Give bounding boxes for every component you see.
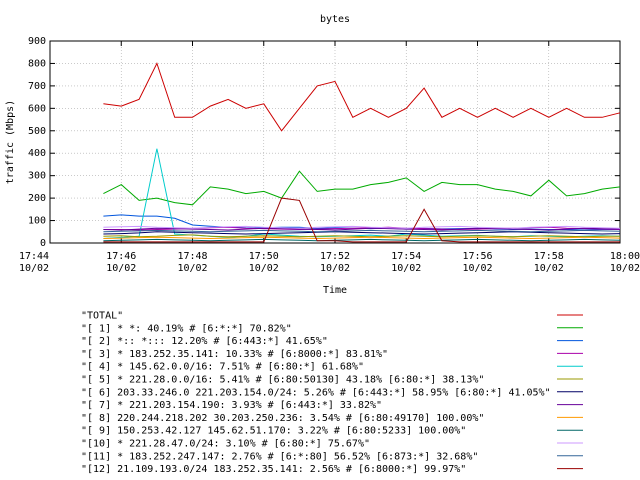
series-line-6 — [103, 231, 621, 235]
y-tick-label: 500 — [28, 126, 46, 137]
legend-label: "[ 5] * 221.28.0.0/16: 5.41% # [6:80:501… — [81, 375, 484, 386]
legend-label: "[11] * 183.252.247.147: 2.76% # [6:*:80… — [81, 451, 478, 462]
x-tick-label-date: 10/02 — [177, 263, 207, 274]
y-tick-label: 300 — [28, 171, 46, 182]
x-tick-label-date: 10/02 — [610, 263, 640, 274]
y-tick-label: 900 — [28, 36, 46, 47]
y-axis-label: traffic (Mbps) — [5, 100, 16, 184]
legend-label: "[ 7] * 221.203.154.190: 3.93% # [6:443:… — [81, 400, 382, 411]
legend-label: "[ 8] 220.244.218.202 30.203.250.236: 3.… — [81, 413, 484, 424]
series-line-4 — [103, 148, 621, 239]
legend-label: "[ 6] 203.33.246.0 221.203.154.0/24: 5.2… — [81, 387, 551, 398]
y-tick-label: 800 — [28, 58, 46, 69]
y-tick-label: 100 — [28, 216, 46, 227]
series-line-9 — [103, 238, 621, 242]
series-line-10 — [103, 225, 621, 229]
series-line-12 — [103, 197, 620, 243]
legend-label: "[ 2] *:: *::: 12.20% # [6:443:*] 41.65%… — [81, 336, 328, 347]
legend-label: "[ 3] * 183.252.35.141: 10.33% # [6:8000… — [81, 349, 388, 360]
x-axis-label: Time — [323, 285, 347, 296]
legend-label: "TOTAL" — [81, 311, 123, 322]
x-tick-label-time: 17:48 — [177, 251, 207, 262]
y-tick-label: 700 — [28, 81, 46, 92]
series-line-1 — [103, 170, 621, 206]
x-tick-label-time: 17:52 — [320, 251, 350, 262]
x-tick-label-date: 10/02 — [19, 263, 49, 274]
series-line-7 — [103, 227, 621, 231]
y-tick-label: 400 — [28, 148, 46, 159]
x-tick-label-date: 10/02 — [391, 263, 421, 274]
x-tick-label-time: 17:54 — [391, 251, 421, 262]
legend-label: "[ 9] 150.253.42.127 145.62.51.170: 3.22… — [81, 426, 466, 437]
legend-label: "[10] * 221.28.47.0/24: 3.10% # [6:80:*]… — [81, 439, 370, 450]
series-line-11 — [103, 229, 621, 233]
y-tick-label: 200 — [28, 193, 46, 204]
x-tick-label-date: 10/02 — [534, 263, 564, 274]
x-tick-label-date: 10/02 — [249, 263, 279, 274]
x-tick-label-time: 17:46 — [106, 251, 136, 262]
x-tick-label-time: 17:56 — [462, 251, 492, 262]
x-tick-label-time: 17:58 — [534, 251, 564, 262]
x-tick-label-date: 10/02 — [106, 263, 136, 274]
x-tick-label-time: 17:44 — [19, 251, 49, 262]
x-tick-label-date: 10/02 — [320, 263, 350, 274]
legend: "TOTAL""[ 1] * *: 40.19% # [6:*:*] 70.82… — [81, 311, 583, 475]
series-line-0 — [103, 62, 621, 132]
x-tick-label-time: 17:50 — [249, 251, 279, 262]
grid-lines — [50, 41, 620, 243]
y-ticks: 0 100 200 300 400 500 600 700 800 900 — [28, 36, 620, 249]
legend-label: "[12] 21.109.193.0/24 183.252.35.141: 2.… — [81, 464, 466, 475]
y-tick-label: 600 — [28, 103, 46, 114]
legend-label: "[ 4] * 145.62.0.0/16: 7.51% # [6:80:*] … — [81, 362, 364, 373]
x-tick-label-date: 10/02 — [462, 263, 492, 274]
x-tick-label-time: 18:00 — [610, 251, 640, 262]
y-tick-label: 0 — [40, 238, 46, 249]
series-line-5 — [103, 234, 620, 238]
series-lines — [103, 62, 621, 243]
legend-label: "[ 1] * *: 40.19% # [6:*:*] 70.82%" — [81, 323, 292, 334]
series-line-8 — [103, 236, 621, 240]
chart-title: bytes — [320, 14, 350, 25]
x-ticks: 17:4410/0217:4610/0217:4810/0217:5010/02… — [19, 41, 640, 274]
